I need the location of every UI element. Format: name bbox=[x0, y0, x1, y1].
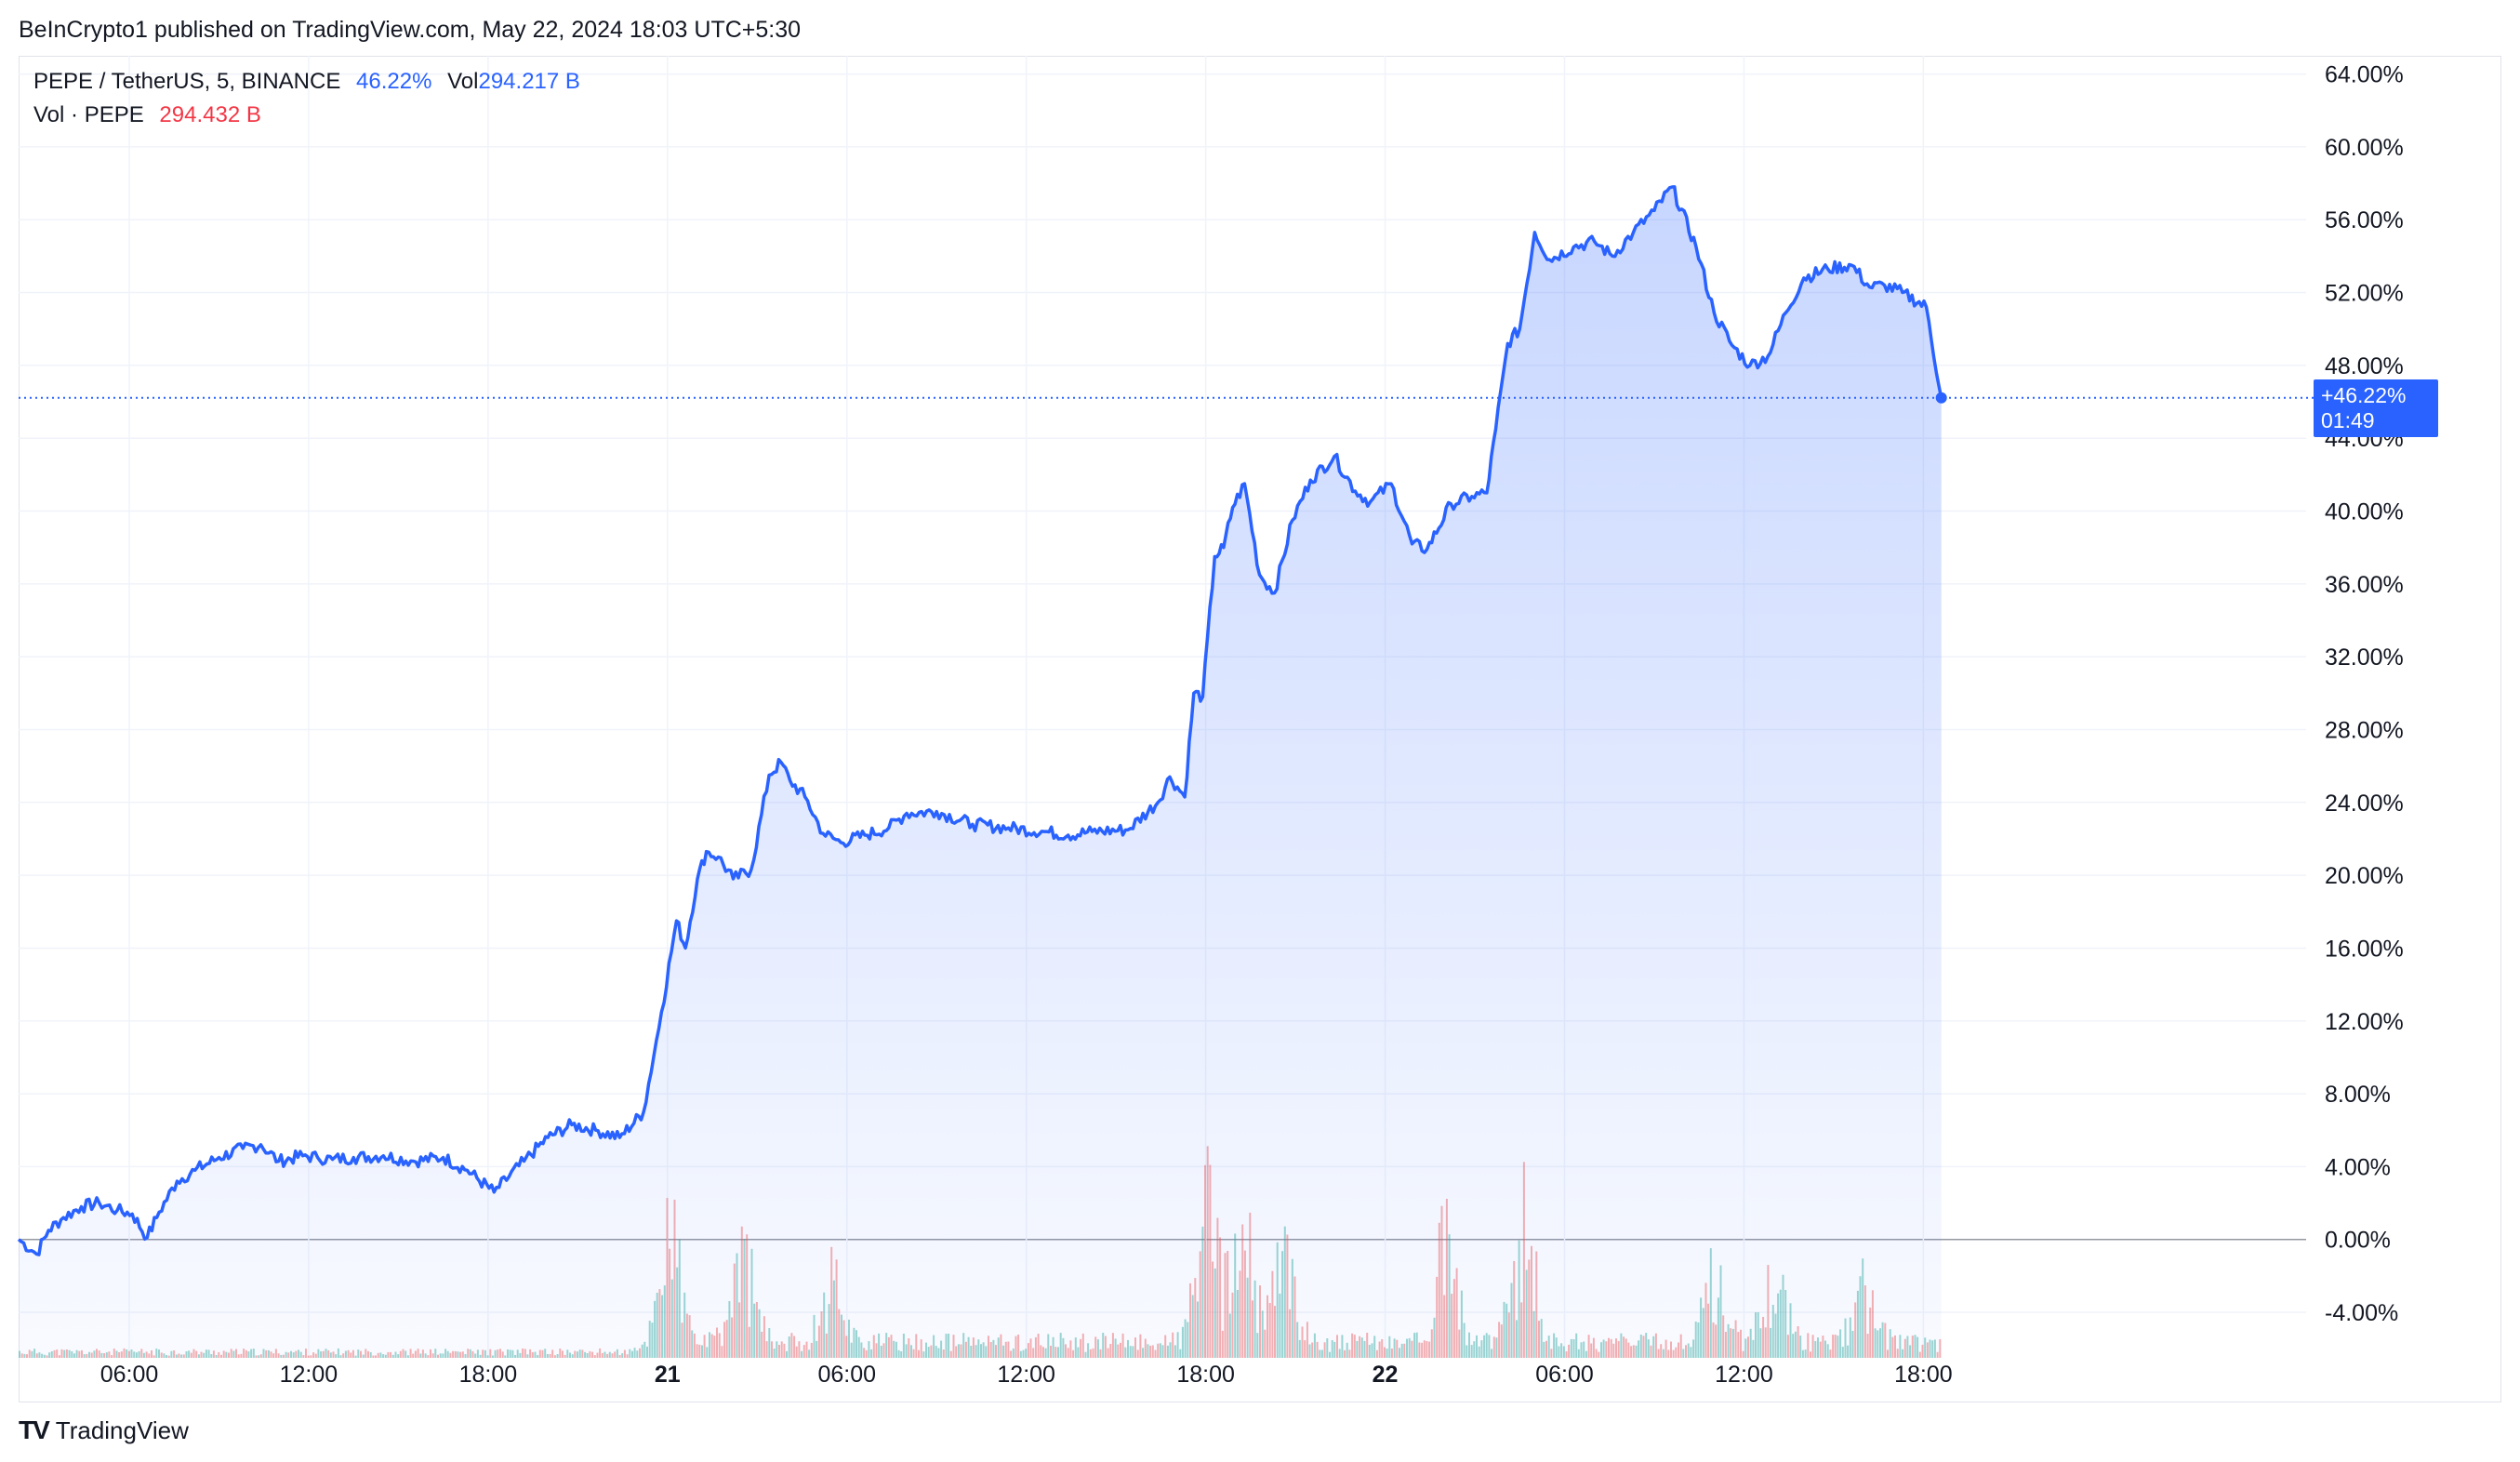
x-tick-label: 18:00 bbox=[1176, 1362, 1235, 1388]
x-tick-label: 06:00 bbox=[1535, 1362, 1594, 1388]
last-price-tag: +46.22% 01:49 bbox=[2314, 379, 2438, 437]
y-tick-label: 56.00% bbox=[2325, 207, 2404, 233]
y-tick-label: 32.00% bbox=[2325, 645, 2404, 671]
price-line-layer bbox=[17, 185, 2314, 1256]
last-price-value: +46.22% bbox=[2321, 383, 2407, 407]
y-tick-label: 0.00% bbox=[2325, 1228, 2391, 1254]
price-line bbox=[17, 185, 1943, 1256]
x-tick-label: 06:00 bbox=[817, 1362, 876, 1388]
x-tick-label: 12:00 bbox=[280, 1362, 338, 1388]
legend-volume: Vol · PEPE 294.432 B bbox=[33, 102, 271, 128]
x-tick-label: 12:00 bbox=[1715, 1362, 1773, 1388]
legend-vol-label: Vol bbox=[447, 69, 479, 94]
bar-countdown: 01:49 bbox=[2321, 408, 2375, 432]
price-area bbox=[19, 186, 1942, 1358]
x-tick-label: 18:00 bbox=[459, 1362, 518, 1388]
y-tick-label: 48.00% bbox=[2325, 353, 2404, 379]
last-price-dot bbox=[1935, 392, 1947, 404]
legend-vol-value: 294.217 B bbox=[478, 69, 580, 94]
y-tick-label: 24.00% bbox=[2325, 791, 2404, 817]
area-fill bbox=[19, 186, 1942, 1358]
y-tick-label: 28.00% bbox=[2325, 717, 2404, 743]
x-tick-label: 12:00 bbox=[997, 1362, 1055, 1388]
y-tick-label: 36.00% bbox=[2325, 572, 2404, 598]
y-tick-label: 12.00% bbox=[2325, 1009, 2404, 1035]
legend-symbol[interactable]: PEPE / TetherUS, 5, BINANCE bbox=[33, 69, 341, 94]
legend-change: 46.22% bbox=[356, 69, 432, 94]
x-tick-label: 06:00 bbox=[100, 1362, 159, 1388]
y-tick-label: 60.00% bbox=[2325, 135, 2404, 161]
y-tick-label: -4.00% bbox=[2325, 1300, 2398, 1326]
x-tick-label: 21 bbox=[655, 1362, 681, 1388]
y-tick-label: 52.00% bbox=[2325, 281, 2404, 307]
y-tick-label: 64.00% bbox=[2325, 62, 2404, 88]
legend-vol-row-value: 294.432 B bbox=[159, 102, 261, 127]
y-tick-label: 8.00% bbox=[2325, 1082, 2391, 1108]
y-tick-label: 4.00% bbox=[2325, 1154, 2391, 1180]
tradingview-brand[interactable]: TV TradingView bbox=[19, 1415, 189, 1445]
brand-name: TradingView bbox=[55, 1415, 189, 1444]
legend-vol-row-label[interactable]: Vol · PEPE bbox=[33, 102, 144, 127]
y-tick-label: 16.00% bbox=[2325, 936, 2404, 962]
y-tick-label: 40.00% bbox=[2325, 499, 2404, 525]
tradingview-logo-icon: TV bbox=[19, 1415, 50, 1444]
x-axis: 06:00 12:00 18:00 21 06:00 12:00 18:00 22 06:00 1… bbox=[100, 1362, 1953, 1388]
x-tick-label: 18:00 bbox=[1894, 1362, 1953, 1388]
y-tick-label: 20.00% bbox=[2325, 863, 2404, 889]
legend-main: PEPE / TetherUS, 5, BINANCE 46.22% Vol29… bbox=[33, 69, 590, 95]
published-line: BeInCrypto1 published on TradingView.com… bbox=[19, 17, 802, 43]
y-axis: 64.00%60.00%56.00%52.00%48.00%44.00%40.0… bbox=[2325, 62, 2404, 1326]
x-tick-label: 22 bbox=[1373, 1362, 1399, 1388]
